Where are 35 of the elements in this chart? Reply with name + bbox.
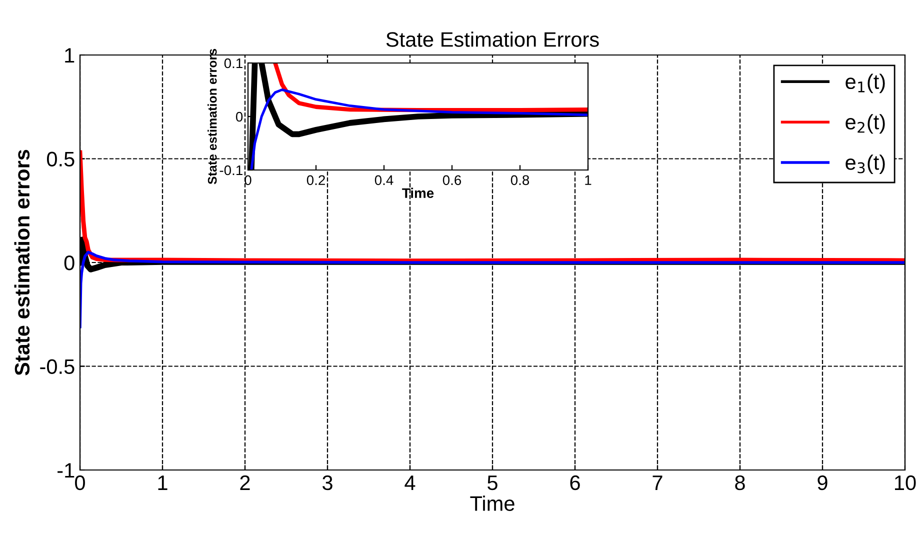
legend-label: e$_{2}$(t) xyxy=(846,114,885,134)
x-tick-label: 0.2 xyxy=(306,175,325,186)
y-tick-label: 1 xyxy=(65,48,74,63)
line-series xyxy=(250,88,588,170)
y-tick-label: -0.1 xyxy=(220,165,242,176)
x-tick-label: 5 xyxy=(488,476,498,490)
y-tick-label: -0.5 xyxy=(40,359,74,374)
x-tick-label: 1 xyxy=(585,175,592,185)
x-tick-label: 6 xyxy=(570,475,580,490)
x-axis-title: Time xyxy=(470,496,514,511)
x-tick-label: 10 xyxy=(895,475,916,490)
y-tick-label: 0 xyxy=(236,112,243,122)
legend-label: e$_{1}$(t) xyxy=(846,74,885,94)
y-axis-title: State estimation errors xyxy=(14,150,30,376)
x-tick-label: 8 xyxy=(735,475,745,490)
x-tick-label: 7 xyxy=(652,476,662,490)
y-tick-label: -1 xyxy=(58,463,74,478)
x-axis-title: Time xyxy=(402,188,434,198)
x-tick-label: 1 xyxy=(158,476,168,490)
y-tick-label: 0.5 xyxy=(46,152,74,167)
chart-title: State Estimation Errors xyxy=(386,32,599,47)
x-tick-label: 0 xyxy=(75,475,85,490)
x-tick-label: 4 xyxy=(404,476,416,490)
y-axis-title: State estimation errors xyxy=(208,48,217,184)
x-tick-label: 0.4 xyxy=(374,175,394,186)
x-tick-label: 0.8 xyxy=(510,175,530,186)
y-tick-label: 0 xyxy=(64,256,74,270)
x-tick-label: 9 xyxy=(818,475,828,490)
x-tick-label: 2 xyxy=(240,475,250,490)
y-tick-label: 0.1 xyxy=(224,58,242,68)
x-tick-label: 3 xyxy=(322,475,332,490)
line-series xyxy=(80,150,905,264)
line-series xyxy=(80,250,905,328)
legend-label: e$_{3}$(t) xyxy=(846,154,885,174)
x-tick-label: 0.6 xyxy=(442,175,462,186)
